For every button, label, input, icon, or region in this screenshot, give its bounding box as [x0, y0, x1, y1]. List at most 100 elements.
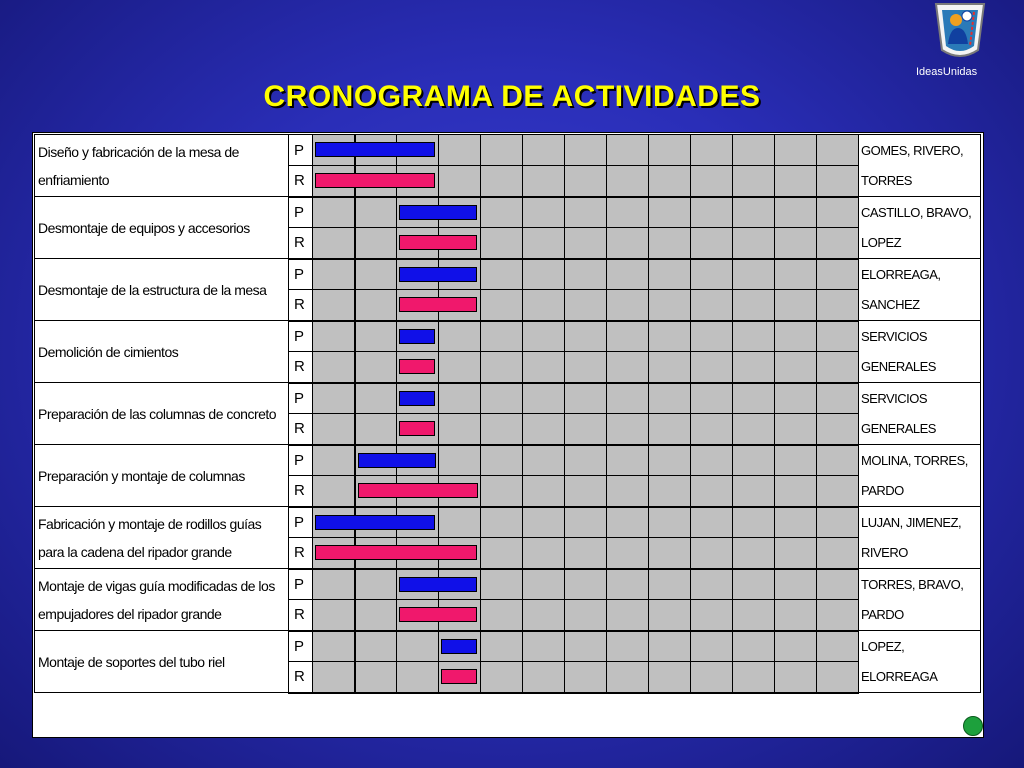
week-cell [606, 134, 649, 166]
week-cell [606, 196, 649, 228]
week-cell [774, 289, 817, 322]
week-cell [480, 630, 523, 662]
week-cell [564, 599, 607, 632]
week-cell [564, 661, 607, 694]
week-cell [606, 165, 649, 198]
schedule-row-p: Fabricación y montaje de rodillos guías … [34, 506, 981, 569]
week-cell [774, 258, 817, 290]
week-cell [816, 537, 859, 570]
activity-name: Preparación de las columnas de concreto [34, 382, 289, 445]
week-cell [816, 599, 859, 632]
week-cell [396, 289, 477, 322]
navigation-dot-icon[interactable] [963, 716, 983, 736]
week-cell [312, 630, 355, 662]
week-cell [480, 289, 523, 322]
planned-label: P [288, 382, 313, 414]
week-cell [480, 537, 523, 570]
week-cell [564, 444, 607, 476]
week-cell [353, 444, 436, 476]
planned-label: P [288, 134, 313, 166]
week-cell [606, 444, 649, 476]
week-cell [732, 599, 775, 632]
week-cell [774, 351, 817, 384]
planned-label: P [288, 630, 313, 662]
week-cell [353, 661, 397, 694]
responsible-names: LUJAN, JIMENEZ, RIVERO [858, 506, 981, 569]
week-cell [648, 537, 691, 570]
week-cell [606, 568, 649, 600]
real-label: R [288, 537, 313, 570]
week-cell [438, 320, 481, 352]
week-cell [522, 134, 565, 166]
week-cell [564, 382, 607, 414]
week-cell [732, 382, 775, 414]
week-cell [732, 537, 775, 570]
activity-name: Preparación y montaje de columnas [34, 444, 289, 507]
week-cell [353, 568, 397, 600]
week-cell [480, 568, 523, 600]
week-cell [690, 382, 733, 414]
week-cell [732, 413, 775, 446]
week-cell [438, 351, 481, 384]
week-cell [606, 413, 649, 446]
schedule-row-p: Montaje de vigas guía modificadas de los… [34, 568, 981, 631]
real-label: R [288, 599, 313, 632]
week-cell [690, 413, 733, 446]
week-cell [564, 165, 607, 198]
week-cell [648, 196, 691, 228]
week-cell [774, 413, 817, 446]
week-cell [438, 382, 481, 414]
week-cell [480, 227, 523, 260]
week-cell [564, 134, 607, 166]
real-label: R [288, 351, 313, 384]
schedule-row-r: R [35, 475, 981, 508]
week-cell [312, 165, 435, 198]
real-label: R [288, 413, 313, 446]
schedule-row-r: R [35, 599, 981, 632]
week-cell [732, 165, 775, 198]
week-cell [564, 196, 607, 228]
week-cell [564, 506, 607, 538]
week-cell [480, 351, 523, 384]
week-cell [480, 320, 523, 352]
schedule-row-r: R [35, 289, 981, 322]
week-cell [564, 320, 607, 352]
schedule-row-r: R [35, 227, 981, 260]
schedule-table: Diseño y fabricación de la mesa de enfri… [34, 134, 981, 694]
week-cell [438, 444, 481, 476]
week-cell [522, 599, 565, 632]
week-cell [648, 475, 691, 508]
page-title: CRONOGRAMA DE ACTIVIDADES [263, 80, 761, 113]
week-cell [353, 413, 397, 446]
week-cell [816, 289, 859, 322]
week-cell [816, 568, 859, 600]
week-cell [774, 506, 817, 538]
week-cell [312, 537, 477, 570]
week-cell [606, 506, 649, 538]
week-cell [606, 537, 649, 570]
week-cell [312, 599, 355, 632]
week-cell [353, 475, 478, 508]
real-bar [315, 173, 435, 188]
week-cell [648, 382, 691, 414]
responsible-names: SERVICIOS GENERALES [858, 382, 981, 445]
week-cell [312, 196, 355, 228]
week-cell [690, 475, 733, 508]
planned-label: P [288, 444, 313, 476]
week-cell [353, 227, 397, 260]
schedule-row-r: R [35, 165, 981, 198]
week-cell [690, 630, 733, 662]
week-cell [816, 506, 859, 538]
schedule-row-p: Demolición de cimientos P SERVICIOS GENERA… [34, 320, 981, 383]
week-cell [353, 289, 397, 322]
schedule-row-r: R [35, 661, 981, 694]
real-label: R [288, 227, 313, 260]
week-cell [606, 630, 649, 662]
week-cell [522, 630, 565, 662]
week-cell [774, 134, 817, 166]
week-cell [312, 227, 355, 260]
week-cell [816, 320, 859, 352]
week-cell [732, 630, 775, 662]
week-cell [648, 444, 691, 476]
week-cell [564, 258, 607, 290]
